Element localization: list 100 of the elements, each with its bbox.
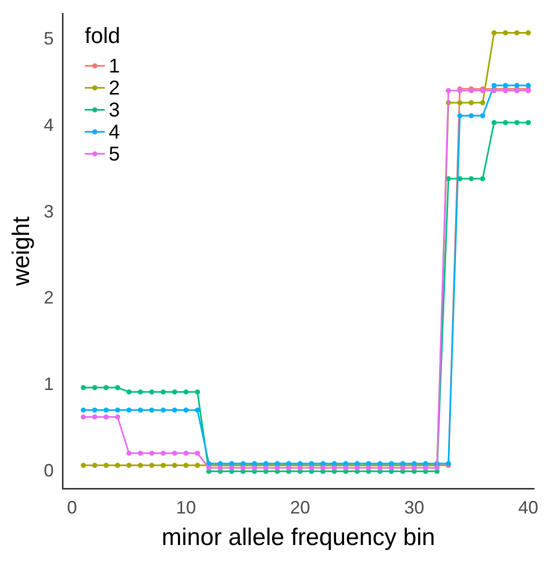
point (194, 407, 200, 413)
point (434, 465, 440, 470)
point (320, 465, 326, 470)
y-tick-label: 3 (44, 201, 54, 222)
legend-label: 3 (108, 99, 120, 122)
point (354, 465, 360, 470)
point (194, 462, 200, 468)
point (502, 82, 508, 88)
y-tick-label: 5 (44, 28, 54, 49)
point (114, 462, 120, 468)
legend-label: 4 (108, 121, 120, 144)
point (298, 465, 303, 470)
point (457, 113, 462, 118)
point (160, 462, 166, 468)
point (229, 465, 234, 470)
point (104, 407, 109, 413)
legend-title: fold (84, 22, 120, 48)
point (92, 384, 98, 390)
point (446, 88, 452, 94)
point (104, 462, 109, 468)
point (126, 407, 132, 413)
point (332, 465, 337, 470)
point (480, 176, 486, 182)
point (274, 465, 280, 470)
legend-label: 5 (108, 143, 120, 166)
point (172, 450, 178, 456)
point (149, 450, 154, 456)
point (138, 462, 143, 468)
point (218, 465, 223, 470)
point (502, 120, 508, 126)
point (366, 465, 372, 470)
point (126, 389, 132, 395)
point (480, 100, 486, 106)
point (92, 462, 98, 468)
point (172, 462, 178, 468)
point (160, 389, 166, 395)
point (80, 414, 86, 420)
point (80, 407, 86, 413)
point (514, 82, 520, 88)
point (502, 30, 508, 36)
point (149, 462, 154, 468)
point (160, 407, 166, 413)
point (491, 30, 497, 36)
point (286, 465, 292, 470)
point (468, 176, 474, 182)
point (126, 450, 132, 456)
point (172, 389, 178, 395)
point (183, 450, 189, 456)
point (126, 462, 132, 468)
x-axis-title: minor allele frequency bin (162, 524, 436, 552)
point (138, 389, 143, 395)
point (468, 113, 474, 118)
point (92, 407, 98, 413)
x-tick-label: 30 (404, 497, 424, 518)
point (149, 407, 154, 413)
y-tick-label: 2 (44, 288, 54, 308)
point (514, 120, 520, 126)
point (160, 450, 166, 456)
point (491, 120, 497, 126)
point (80, 462, 86, 468)
x-tick-label: 20 (290, 497, 310, 518)
point (377, 465, 383, 470)
point (400, 465, 406, 470)
y-tick-label: 0 (44, 460, 54, 480)
y-axis-title: weight (8, 216, 36, 287)
x-tick-label: 10 (176, 497, 196, 518)
point (194, 450, 200, 456)
x-tick-label: 0 (66, 497, 77, 518)
point (240, 465, 246, 470)
point (263, 465, 268, 470)
point (252, 465, 258, 470)
point (183, 462, 189, 468)
point (526, 82, 531, 88)
legend-label: 2 (108, 77, 120, 100)
point (194, 389, 200, 395)
y-tick-label: 4 (44, 114, 54, 135)
point (114, 384, 120, 390)
point (308, 465, 314, 470)
point (206, 465, 212, 470)
point (104, 414, 109, 420)
point (138, 407, 143, 413)
point (491, 82, 497, 88)
point (183, 389, 189, 395)
point (149, 389, 154, 395)
point (388, 465, 394, 470)
point (114, 414, 120, 420)
legend-label: 1 (108, 55, 120, 78)
point (343, 465, 348, 470)
point (526, 120, 531, 126)
point (480, 113, 486, 118)
point (172, 407, 178, 413)
point (92, 414, 98, 420)
point (526, 30, 531, 36)
point (114, 407, 120, 413)
point (80, 384, 86, 390)
point (104, 384, 109, 390)
point (423, 465, 428, 470)
x-tick-label: 40 (518, 497, 538, 518)
y-tick-label: 1 (44, 374, 54, 394)
point (468, 100, 474, 106)
